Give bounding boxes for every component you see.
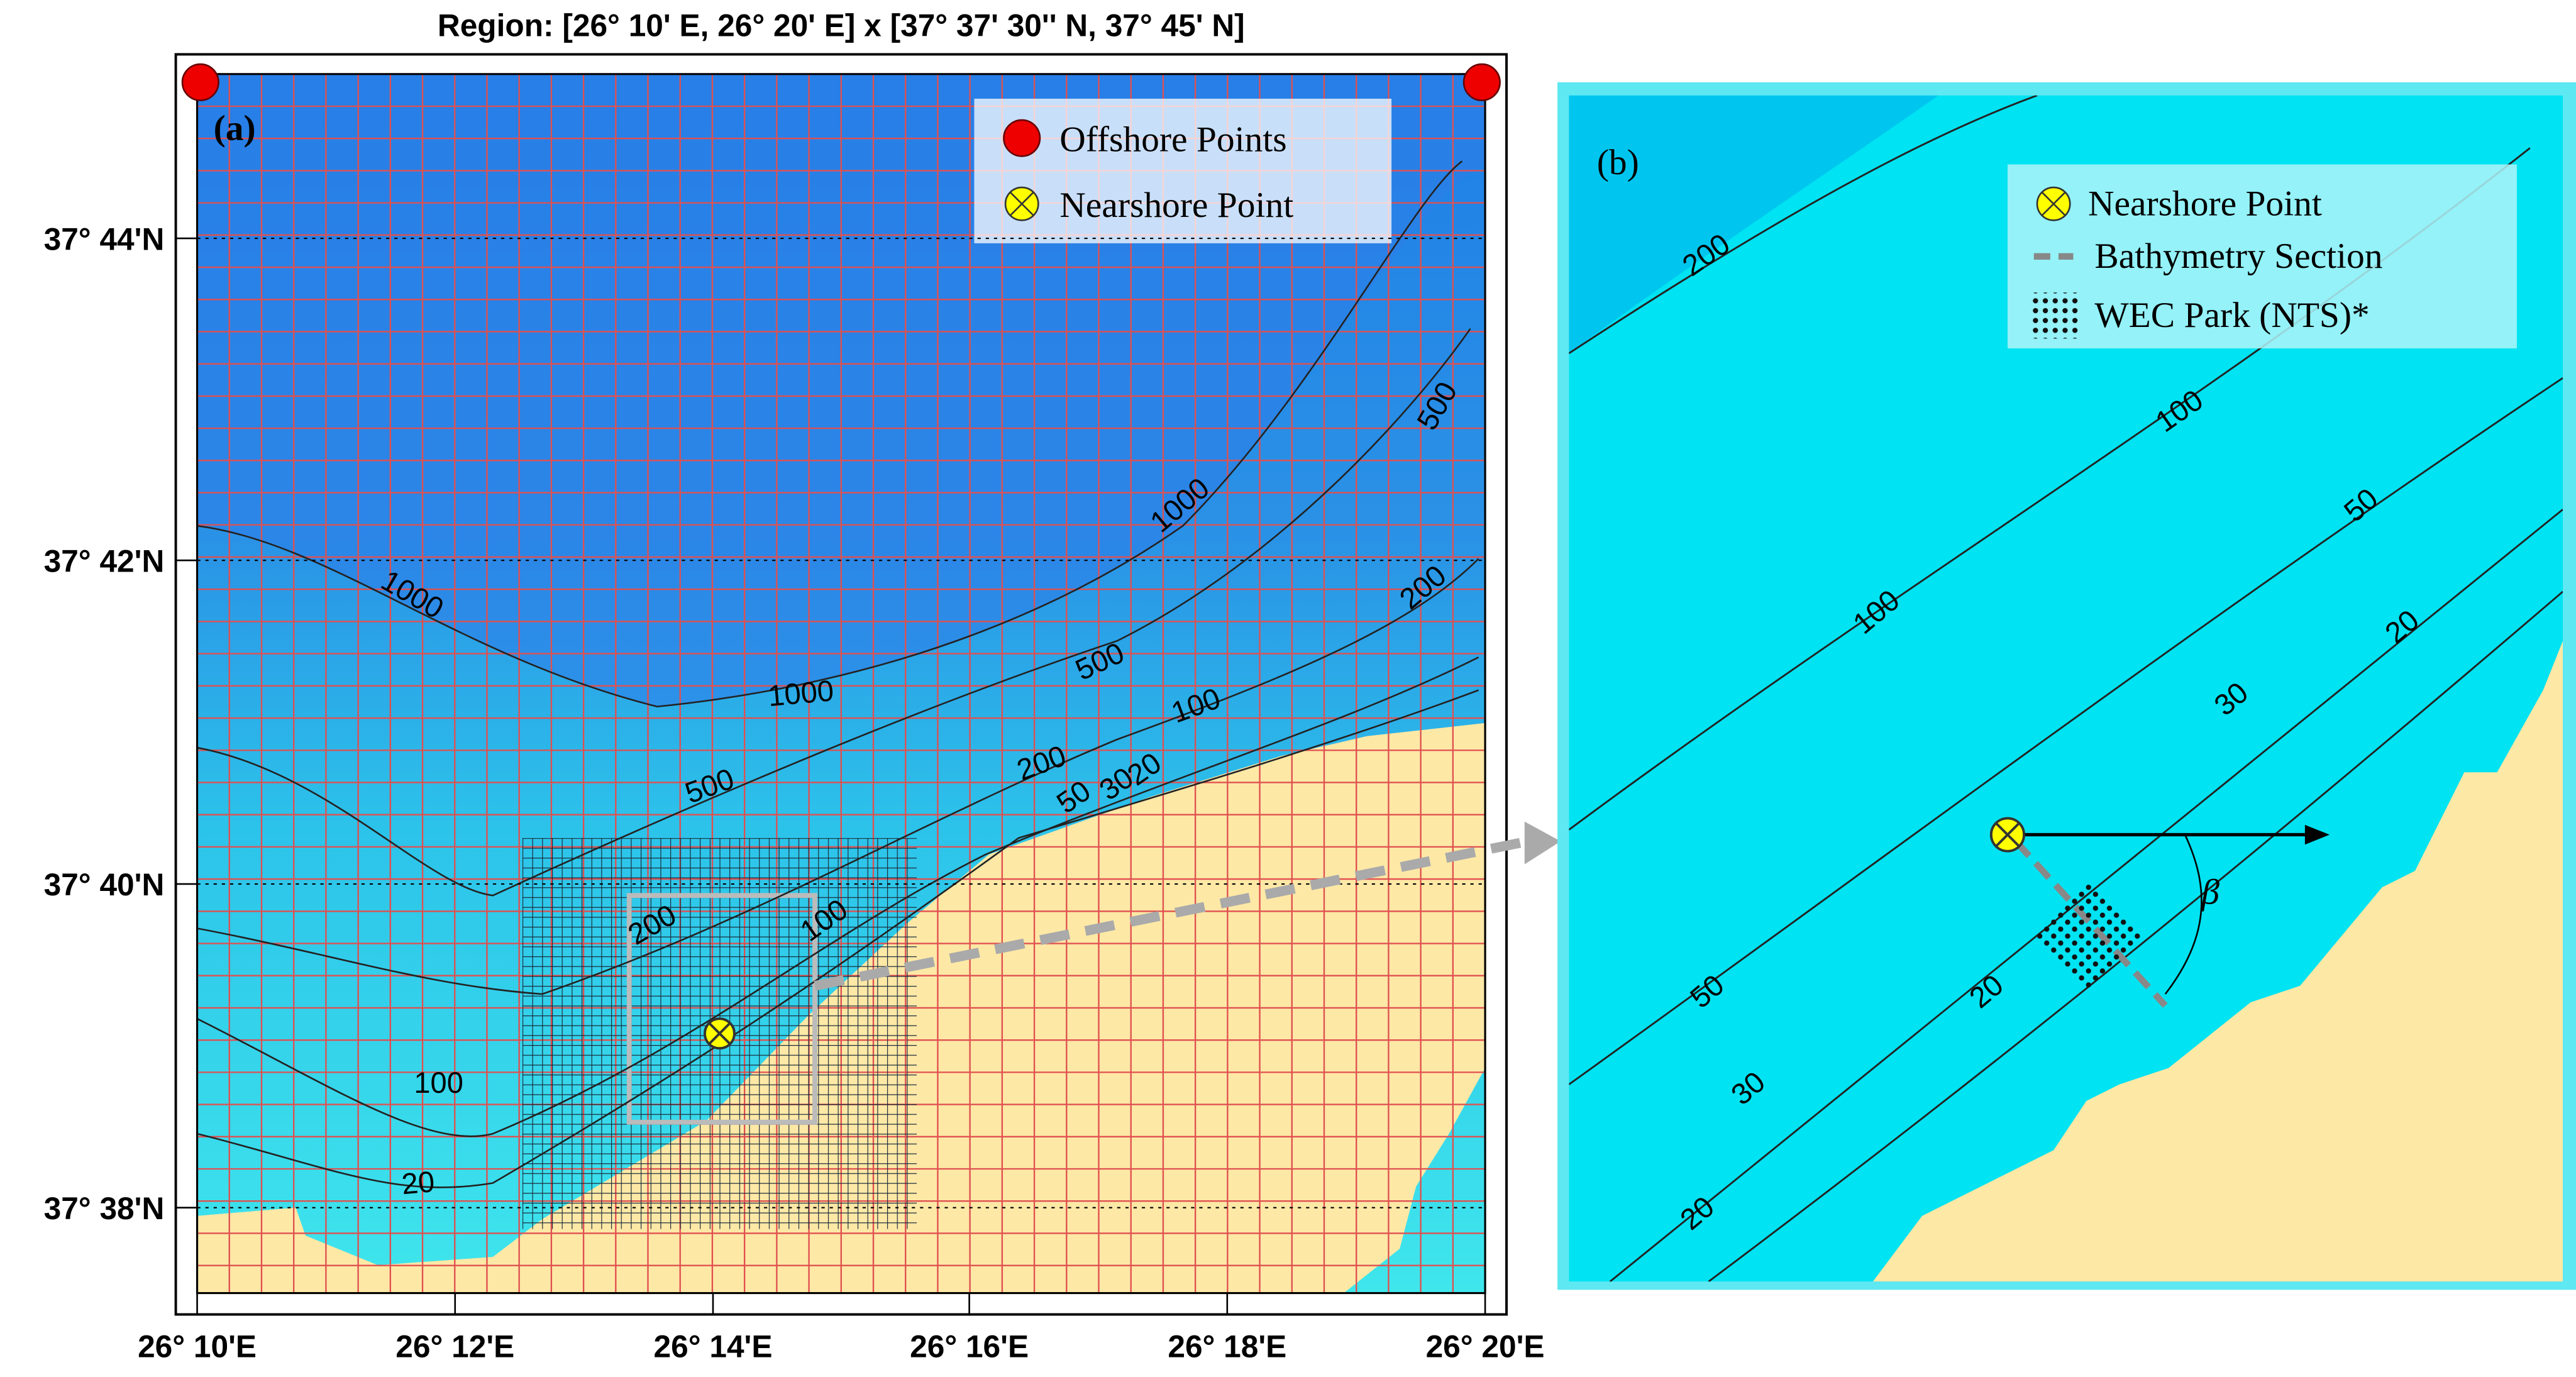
x-tick-label: 26° 12'E <box>395 1329 514 1364</box>
x-tick-label: 26° 10'E <box>138 1329 257 1364</box>
wec-park <box>2033 879 2146 991</box>
y-tick-label: 37° 42'N <box>44 543 165 578</box>
legend: Offshore Points Nearshore Point <box>974 98 1392 243</box>
legend-label: Nearshore Point <box>2088 184 2322 223</box>
nearshore-point <box>703 1017 736 1050</box>
contour-label: 1000 <box>766 673 835 712</box>
arrow-head <box>1524 821 1561 865</box>
angle-arc <box>2164 834 2203 995</box>
legend-label: Bathymetry Section <box>2094 236 2382 276</box>
x-tick-label: 26° 20'E <box>1426 1329 1545 1364</box>
legend-label: WEC Park (NTS)* <box>2094 296 2369 335</box>
panel-label: (b) <box>1597 143 1639 182</box>
angle-label: β <box>2201 872 2219 912</box>
nearshore-point <box>1989 817 2026 853</box>
title: Region: [26° 10' E, 26° 20' E] x [37° 37… <box>438 8 1245 43</box>
x-tick-label: 26° 14'E <box>654 1329 773 1364</box>
zoom-arrow <box>814 836 1529 991</box>
panel-label: (a) <box>214 108 256 148</box>
contour-label: 100 <box>414 1066 463 1099</box>
x-tick-label: 26° 16'E <box>910 1329 1029 1364</box>
legend-b: Nearshore Point Bathymetry Section WEC P… <box>2007 164 2517 349</box>
offshore-point <box>1462 63 1501 101</box>
legend-label: Offshore Points <box>1059 120 1286 160</box>
bathymetry-section <box>2013 839 2168 1008</box>
offshore-point <box>181 63 219 101</box>
y-tick-label: 37° 40'N <box>44 867 165 902</box>
map-a: 1000100010005005005002002002001001001005… <box>197 74 1486 1293</box>
y-tick-label: 37° 38'N <box>44 1191 165 1226</box>
arrow-head <box>2304 824 2330 845</box>
x-tick-label: 26° 18'E <box>1168 1329 1286 1364</box>
legend-label: Nearshore Point <box>1059 185 1293 225</box>
y-tick-label: 37° 44'N <box>44 221 165 257</box>
contour-label: 20 <box>400 1164 436 1200</box>
